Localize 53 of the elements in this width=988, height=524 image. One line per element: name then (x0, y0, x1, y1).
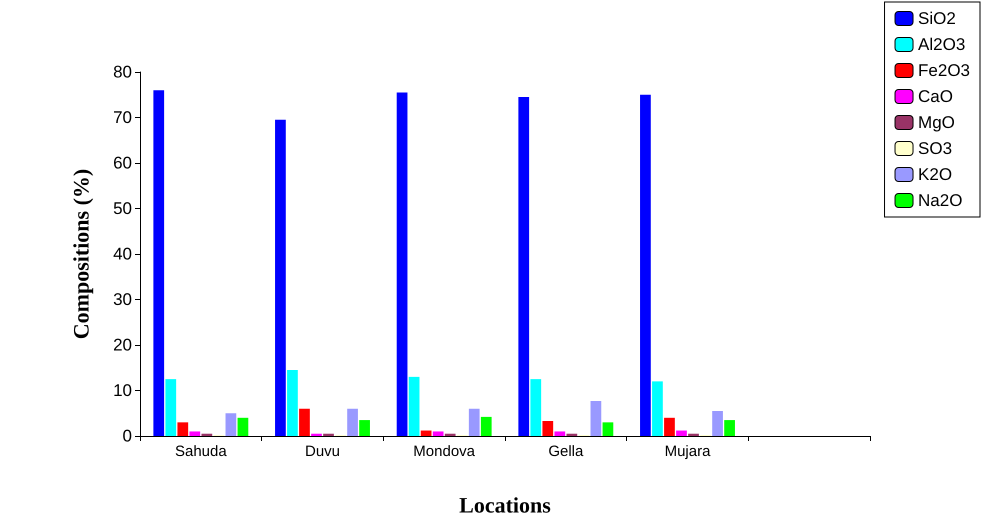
y-tick-label: 70 (113, 108, 132, 127)
bar (299, 408, 310, 436)
bar (347, 408, 358, 436)
y-tick-label: 40 (113, 244, 132, 264)
bar (189, 431, 200, 436)
legend-label: Al2O3 (918, 35, 966, 54)
bar (432, 431, 444, 436)
y-tick-label: 20 (113, 336, 132, 354)
x-tick-label: Sahuda (174, 443, 228, 460)
y-axis-title: Compositions (%) (68, 168, 94, 340)
y-tick-label: 80 (113, 62, 132, 82)
bar (226, 413, 236, 436)
y-tick-label: 60 (113, 154, 132, 172)
bar (177, 422, 188, 436)
bar (408, 376, 420, 436)
legend-label: CaO (918, 87, 953, 106)
bar (238, 418, 248, 436)
bar (396, 92, 408, 436)
y-tick-label: 10 (113, 381, 132, 400)
x-axis-title: Locations (459, 492, 552, 518)
legend-label: SO3 (918, 139, 952, 158)
bar (420, 430, 432, 436)
bar (530, 379, 542, 436)
bar (664, 418, 675, 436)
bar (712, 410, 723, 436)
legend-label: SiO2 (918, 9, 956, 28)
bar (165, 379, 176, 436)
x-tick-label: Mujara (664, 443, 712, 460)
x-tick-label: Mondova (413, 443, 476, 460)
bar (602, 422, 614, 436)
bar (359, 420, 370, 436)
bar (652, 381, 663, 436)
legend-label: Fe2O3 (918, 61, 970, 80)
bar (468, 408, 480, 436)
bar (518, 97, 530, 436)
y-tick-label: 50 (113, 199, 132, 218)
bar (554, 431, 566, 436)
bar (640, 94, 651, 436)
bar (542, 420, 554, 436)
x-tick-label: Gella (548, 443, 584, 460)
bar (590, 400, 602, 436)
legend-label: MgO (918, 113, 955, 132)
y-tick-label: 30 (113, 290, 132, 309)
legend-label: K2O (918, 165, 952, 184)
y-tick-label: 0 (122, 426, 132, 446)
x-tick-label: Duvu (304, 443, 340, 460)
bar (275, 120, 286, 436)
legend-label: Na2O (918, 191, 962, 210)
bar (676, 430, 687, 436)
bar (153, 90, 164, 436)
bar (287, 370, 298, 436)
bar (480, 416, 492, 436)
bar (724, 420, 735, 436)
